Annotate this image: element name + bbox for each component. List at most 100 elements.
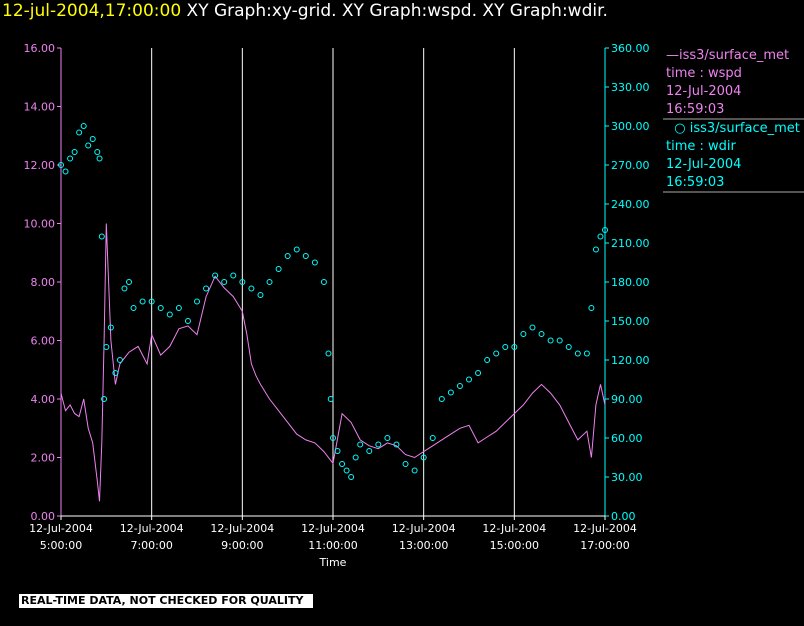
legend-wdir-var: time : wdir <box>666 139 736 154</box>
series-wdir-point <box>89 136 96 142</box>
series-wdir-point <box>184 318 191 324</box>
series-wdir-point <box>466 376 472 383</box>
series-wdir-point <box>565 344 572 350</box>
left-tick-label-6: 12.00 <box>24 159 56 172</box>
legend-wdir-time: 16:59:03 <box>666 175 725 190</box>
series-wdir-point <box>538 331 545 337</box>
series-wdir-point <box>221 279 228 285</box>
series-wdir-point <box>429 435 436 441</box>
series-wdir-point <box>107 324 114 331</box>
series-wdir-point <box>212 272 219 279</box>
series-wdir-point <box>592 246 599 253</box>
series-wdir-point <box>420 454 427 461</box>
series-wdir-point <box>393 441 400 448</box>
x-tick-date-0: 12-Jul-2004 <box>29 522 93 535</box>
series-wdir-point <box>139 298 146 305</box>
series-wdir-point <box>493 350 500 357</box>
series-wdir-point <box>203 285 210 292</box>
x-tick-date-2: 12-Jul-2004 <box>210 522 274 535</box>
series-wdir-point <box>148 298 155 305</box>
series-wdir-point <box>339 461 346 467</box>
series-wdir-point <box>375 441 382 448</box>
right-tick-label-0: 0.00 <box>611 510 636 523</box>
series-wdir-point <box>101 396 108 402</box>
legend-wspd-var: time : wspd <box>666 66 742 81</box>
header-date: 12-jul-2004,17:00:00 <box>2 1 182 21</box>
series-wdir-point <box>520 331 527 337</box>
series-wdir-point <box>511 344 518 350</box>
right-tick-label-11: 330.00 <box>611 81 650 94</box>
right-tick-label-4: 120.00 <box>611 354 650 367</box>
series-wdir-point <box>126 279 132 285</box>
x-axis-label: Time <box>319 556 347 569</box>
series-wdir-point <box>402 461 409 467</box>
series-wdir-point <box>529 324 536 331</box>
series-wdir-point <box>194 298 200 305</box>
right-tick-label-6: 180.00 <box>611 276 650 289</box>
series-wdir-point <box>384 435 391 441</box>
series-wdir-point <box>475 370 482 376</box>
x-tick-date-5: 12-Jul-2004 <box>482 522 546 535</box>
x-tick-time-0: 5:00:00 <box>40 539 82 552</box>
right-tick-label-3: 90.00 <box>611 393 643 406</box>
series-wdir-point <box>311 259 318 266</box>
series-wdir-point <box>330 435 336 441</box>
series-wdir-point <box>325 350 332 357</box>
x-tick-time-5: 15:00:00 <box>490 539 539 552</box>
series-wdir-point <box>85 142 92 149</box>
series-wdir-point <box>130 305 137 311</box>
left-tick-label-1: 2.00 <box>31 452 56 465</box>
series-wdir-point <box>112 370 119 376</box>
series-wdir-point <box>484 357 491 363</box>
left-tick-label-8: 16.00 <box>24 42 56 55</box>
x-tick-time-2: 9:00:00 <box>221 539 263 552</box>
series-wdir-point <box>320 279 327 285</box>
legend-wspd: —iss3/surface_met time : wspd 12-Jul-200… <box>666 47 789 119</box>
series-wdir-point <box>80 123 87 129</box>
series-wdir-point <box>293 246 300 253</box>
legend-wdir-circle-icon: ○ <box>666 121 690 136</box>
series-wdir-point <box>502 344 509 350</box>
left-tick-label-5: 10.00 <box>24 218 56 231</box>
right-tick-label-10: 300.00 <box>611 120 650 133</box>
left-tick-label-0: 0.00 <box>31 510 56 523</box>
legend-wdir-name: ○ iss3/surface_met <box>666 121 800 136</box>
series-wdir-point <box>302 253 309 259</box>
series-wdir-point <box>574 350 581 357</box>
legend-wspd-name: —iss3/surface_met <box>666 48 790 63</box>
right-tick-label-1: 30.00 <box>611 471 643 484</box>
series-wdir-point <box>583 350 590 357</box>
x-tick-date-4: 12-Jul-2004 <box>392 522 456 535</box>
right-tick-label-2: 60.00 <box>611 432 643 445</box>
series-wdir-point <box>98 233 105 240</box>
series-wdir-point <box>343 467 350 474</box>
x-tick-date-1: 12-Jul-2004 <box>120 522 184 535</box>
legend-wdir-date: 12-Jul-2004 <box>666 157 742 172</box>
right-tick-label-12: 360.00 <box>611 42 650 55</box>
x-tick-time-1: 7:00:00 <box>130 539 172 552</box>
right-tick-label-7: 210.00 <box>611 237 650 250</box>
left-tick-label-3: 6.00 <box>31 335 56 348</box>
legend-wspd-time: 16:59:03 <box>666 102 725 117</box>
x-tick-date-3: 12-Jul-2004 <box>301 522 365 535</box>
series-wdir-point <box>58 162 64 168</box>
series-wdir-point <box>116 357 123 363</box>
series-wdir-point <box>121 285 128 292</box>
right-tick-label-9: 270.00 <box>611 159 650 172</box>
series-wdir-point <box>175 305 182 311</box>
series-wdir-point <box>266 279 273 285</box>
series-wdir-point <box>327 396 334 402</box>
series-wdir-point <box>456 383 463 389</box>
right-tick-label-8: 240.00 <box>611 198 650 211</box>
series-wdir-point <box>597 233 604 240</box>
series-wdir-point <box>62 168 69 175</box>
x-tick-time-3: 11:00:00 <box>308 539 357 552</box>
series-wdir-point <box>275 266 282 272</box>
series-wdir-point <box>366 448 373 454</box>
series-wdir-point <box>230 272 237 279</box>
legend-wspd-date: 12-Jul-2004 <box>666 84 742 99</box>
header-titles: XY Graph:xy-grid. XY Graph:wspd. XY Grap… <box>186 1 608 21</box>
series-wdir-point <box>257 292 264 298</box>
series-wdir-point <box>547 337 554 344</box>
